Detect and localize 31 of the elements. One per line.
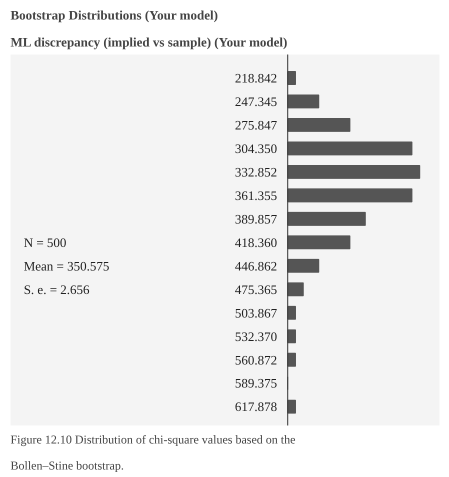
y-tick-label: 275.847 xyxy=(234,117,278,132)
y-tick-label: 503.867 xyxy=(234,305,278,320)
y-tick-label: 304.350 xyxy=(234,140,278,156)
bar xyxy=(287,258,320,273)
bar xyxy=(287,71,296,85)
y-tick-label: 389.857 xyxy=(234,211,278,226)
y-tick-label: 446.862 xyxy=(234,258,278,274)
bar xyxy=(287,235,350,250)
bar xyxy=(287,212,366,226)
y-tick-label: 617.878 xyxy=(234,399,278,414)
y-tick-label: 475.365 xyxy=(234,282,278,297)
y-tick-label: 332.852 xyxy=(234,164,278,180)
text: Bootstrap Distributions (Your model) xyxy=(10,8,218,22)
bar xyxy=(287,188,412,202)
y-tick-label: 560.872 xyxy=(234,352,278,368)
bar xyxy=(287,164,420,179)
y-tick-label: 418.360 xyxy=(234,234,278,250)
caption: Figure 12.10 Distribution of chi-square values based on the Bollen–Stine bootstrap. xyxy=(10,432,296,472)
y-tick-label: 218.842 xyxy=(234,70,278,86)
y-tick-label: 532.370 xyxy=(234,328,278,344)
y-tick-label: 247.345 xyxy=(234,94,278,109)
text: Mean = 350.575 xyxy=(24,258,110,274)
bar xyxy=(287,282,304,296)
bar xyxy=(287,118,350,132)
bar xyxy=(287,141,412,156)
text: S. e. = 2.656 xyxy=(24,282,90,297)
text: N = 500 xyxy=(24,234,66,250)
y-tick-label: 589.375 xyxy=(234,376,278,391)
bar xyxy=(287,94,320,108)
text: ML discrepancy (implied vs sample) (Your model) xyxy=(10,34,288,50)
y-tick-label: 361.355 xyxy=(234,188,278,203)
